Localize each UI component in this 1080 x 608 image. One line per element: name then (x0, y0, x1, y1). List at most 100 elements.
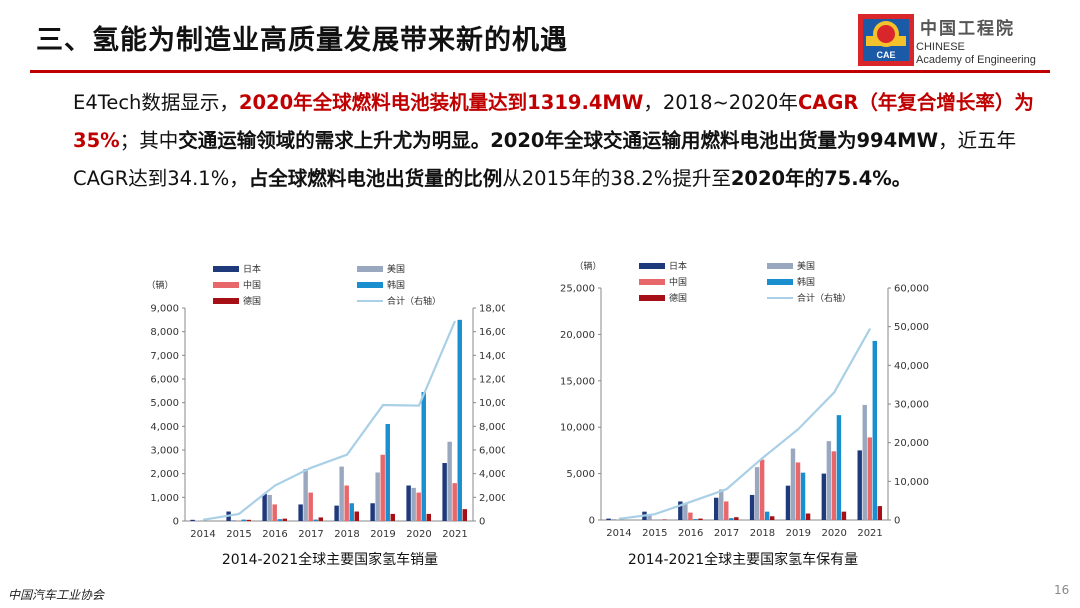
legend-swatch (767, 279, 793, 285)
bar-japan (678, 501, 683, 520)
total-line (618, 328, 872, 520)
bar-japan (406, 485, 411, 521)
legend-swatch (213, 266, 239, 272)
legend-swatch (767, 263, 793, 269)
bar-germany (390, 513, 395, 521)
bar-korea (764, 511, 770, 520)
x-tick-label: 2018 (750, 528, 775, 539)
bar-china (452, 483, 457, 521)
paragraph-run: E4Tech数据显示， (73, 91, 239, 114)
y2-tick-label: 4,000 (479, 469, 505, 480)
bar-usa (231, 520, 236, 521)
bar-usa (647, 514, 652, 520)
paragraph-run: 2020年的75.4%。 (730, 167, 912, 190)
title-rule (30, 70, 1050, 73)
x-tick-label: 2017 (298, 529, 323, 540)
bar-usa (862, 404, 867, 520)
bar-germany (841, 511, 847, 520)
chart-stock: （辆） 日本 美国 中国 韩国 德国 合计（右轴） 0 5,000 10,000 15,000 20,… (553, 258, 929, 548)
bar-usa (375, 472, 380, 521)
y-tick-label: 3,000 (150, 446, 179, 457)
bar-china (344, 485, 349, 521)
body-paragraph: E4Tech数据显示，2020年全球燃料电池装机量达到1319.4MW，2018… (73, 84, 1048, 198)
bar-china (308, 492, 313, 521)
legend-label: 中国 (243, 279, 261, 291)
y-tick-label: 7,000 (150, 351, 179, 362)
bar-usa (339, 466, 344, 521)
y2-tick-label: 30,000 (894, 400, 929, 411)
y-tick-label: 8,000 (150, 327, 179, 338)
bar-germany (877, 506, 883, 520)
bar-china (688, 512, 693, 520)
y2-tick-label: 8,000 (479, 422, 505, 433)
bar-japan (785, 485, 791, 520)
page-number: 16 (1054, 583, 1070, 597)
logo-en-line1: CHINESE (916, 41, 965, 53)
bar-usa (683, 503, 688, 520)
x-tick-label: 2015 (226, 529, 251, 540)
paragraph-run: CAGR（年复合增长率）为35% (73, 91, 1034, 152)
cae-logo: CAE 中国工程院 CHINESE Academy of Engineering (858, 14, 1058, 70)
legend-swatch (357, 266, 383, 272)
cae-badge-icon: CAE (858, 14, 914, 66)
legend-label: 美国 (387, 263, 405, 275)
legend-swatch (639, 295, 665, 301)
logo-en-line2: Academy of Engineering (916, 54, 1036, 66)
bar-germany (246, 519, 251, 521)
bar-korea (457, 319, 462, 521)
bar-korea (872, 340, 877, 520)
y-tick-label: 1,000 (150, 493, 179, 504)
bar-korea (421, 392, 426, 521)
paragraph-run: ；其中 (119, 129, 179, 152)
paragraph-run: 交通运输领域的需求上升尤为明显。2020年全球交通运输用燃料电池出货量为994M… (178, 129, 939, 152)
bar-china (416, 492, 421, 521)
chart-stock-caption: 2014-2021全球主要国家氢车保有量 (627, 552, 859, 568)
x-tick-label: 2019 (786, 528, 811, 539)
y-axis-unit: （辆） (146, 279, 173, 291)
x-tick-label: 2014 (606, 528, 631, 539)
y2-tick-label: 10,000 (479, 398, 505, 409)
bar-japan (442, 463, 447, 521)
y-tick-label: 15,000 (560, 376, 595, 387)
bar-korea (693, 519, 698, 520)
legend-swatch (639, 263, 665, 269)
x-tick-label: 2016 (262, 529, 287, 540)
y2-tick-label: 6,000 (479, 446, 505, 457)
legend-label: 中国 (669, 276, 687, 288)
x-tick-label: 2021 (442, 529, 467, 540)
bar-germany (462, 509, 467, 521)
legend-swatch (213, 282, 239, 288)
y2-tick-label: 12,000 (479, 375, 505, 386)
legend-swatch (357, 282, 383, 288)
bar-china (380, 454, 385, 521)
y2-tick-label: 20,000 (894, 438, 929, 449)
bar-china (759, 459, 765, 520)
y2-tick-label: 40,000 (894, 361, 929, 372)
y2-tick-label: 16,000 (479, 327, 505, 338)
paragraph-run: ，2018~2020年 (643, 91, 798, 114)
bar-usa (611, 519, 616, 520)
y2-tick-label: 2,000 (479, 493, 505, 504)
y-tick-label: 0 (173, 517, 179, 528)
x-tick-label: 2020 (406, 529, 431, 540)
bar-korea (729, 518, 734, 520)
y2-tick-label: 60,000 (894, 284, 929, 295)
bar-japan (298, 504, 303, 521)
bar-korea (800, 472, 806, 520)
bar-germany (282, 518, 287, 521)
bar-china (795, 462, 801, 520)
y2-tick-label: 0 (479, 517, 485, 528)
y-axis-unit: （辆） (574, 260, 601, 272)
bar-china (724, 501, 729, 520)
y2-tick-label: 50,000 (894, 322, 929, 333)
legend-label: 日本 (669, 260, 687, 272)
paragraph-run: 占全球燃料电池出货量的比例 (248, 167, 503, 190)
bar-germany (698, 518, 703, 520)
bar-usa (719, 489, 724, 520)
x-tick-label: 2016 (678, 528, 703, 539)
bar-usa (411, 487, 416, 521)
y-tick-label: 4,000 (150, 422, 179, 433)
bar-usa (303, 468, 308, 521)
